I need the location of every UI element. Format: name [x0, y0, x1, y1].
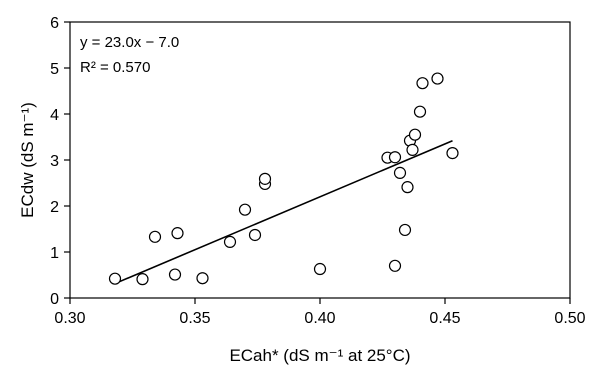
y-tick-label: 1 [50, 245, 59, 262]
data-point [171, 227, 184, 240]
trendline [114, 139, 453, 285]
y-tick-label: 5 [50, 61, 59, 78]
data-point [168, 268, 182, 281]
data-point [148, 230, 162, 243]
data-point [313, 262, 327, 276]
data-point [136, 273, 149, 286]
y-tick-label: 6 [50, 15, 59, 32]
data-point [408, 128, 422, 141]
data-point [388, 151, 402, 164]
equation-annotation: y = 23.0x − 7.0 [80, 34, 179, 51]
x-tick-label: 0.30 [54, 310, 85, 327]
data-point [393, 166, 407, 179]
x-tick-label: 0.45 [429, 310, 460, 327]
y-tick-label: 0 [50, 291, 59, 308]
data-point [196, 272, 209, 285]
y-tick-label: 4 [50, 107, 59, 124]
x-axis-label: ECah* (dS m⁻¹ at 25°C) [229, 346, 410, 365]
data-point [248, 228, 262, 242]
ticks-layer: 0.30 0.35 0.40 0.45 0.50 0 1 2 3 4 5 6 [50, 15, 586, 327]
data-point [401, 181, 414, 194]
y-tick-label: 3 [50, 153, 59, 170]
data-point [431, 72, 444, 85]
data-point [406, 143, 419, 156]
points-layer [108, 72, 459, 286]
data-point [398, 223, 412, 237]
x-tick-label: 0.40 [304, 310, 335, 327]
data-point [446, 147, 459, 160]
trendline-layer [114, 139, 453, 285]
y-axis-label: ECdw (dS m⁻¹) [18, 102, 37, 218]
data-point [238, 203, 252, 216]
data-point [223, 235, 237, 248]
x-tick-label: 0.35 [179, 310, 210, 327]
data-point [108, 272, 122, 285]
x-tick-label: 0.50 [554, 310, 585, 327]
data-point [388, 259, 402, 272]
y-tick-label: 2 [50, 199, 59, 216]
data-point [258, 172, 272, 185]
data-point [416, 77, 429, 90]
data-point [413, 105, 427, 118]
r2-annotation: R² = 0.570 [80, 59, 150, 76]
